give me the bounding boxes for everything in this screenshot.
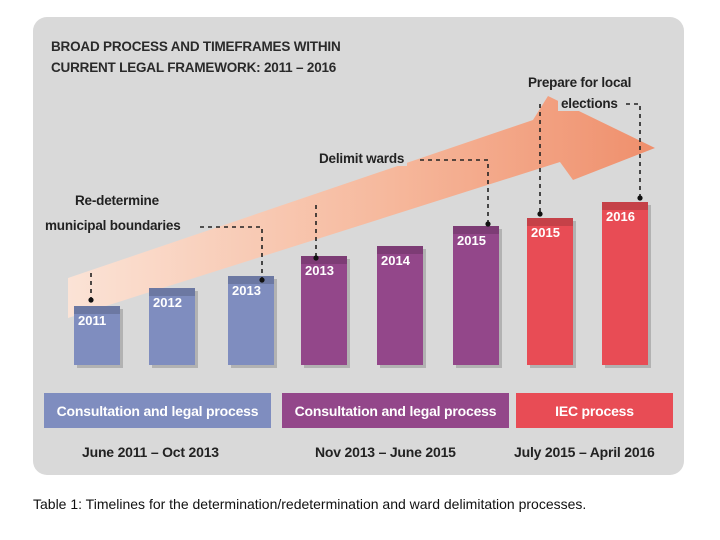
delimit-label: Delimit wards [316, 151, 408, 166]
year-label-5: 2014 [381, 253, 410, 268]
year-bar-7 [527, 218, 576, 368]
year-bar-top [453, 226, 499, 234]
dot-2015 [485, 221, 491, 227]
year-bar-body [149, 288, 195, 365]
year-label-4: 2013 [305, 263, 334, 278]
year-bar-top [74, 306, 120, 314]
phase-band-3-label: IEC process [555, 402, 634, 419]
year-label-8: 2016 [606, 209, 635, 224]
period-2: Nov 2013 – June 2015 [315, 444, 456, 460]
dot-2015b [537, 211, 543, 217]
diagram-title: BROAD PROCESS AND TIMEFRAMES WITHIN CURR… [51, 36, 411, 78]
year-label-6: 2015 [457, 233, 486, 248]
year-bar-2 [149, 288, 198, 368]
year-bar-body [301, 256, 347, 365]
phase-band-3: IEC process [516, 393, 673, 428]
year-bar-body [453, 226, 499, 365]
year-bar-top [301, 256, 347, 264]
phase-band-1: Consultation and legal process [44, 393, 271, 428]
phase-band-2-label: Consultation and legal process [294, 402, 497, 419]
year-bar-top [527, 218, 573, 226]
year-label-3: 2013 [232, 283, 261, 298]
year-bar-1 [74, 306, 123, 368]
year-bar-body [527, 218, 573, 365]
phase-band-2: Consultation and legal process [282, 393, 509, 428]
year-bar-8 [602, 202, 651, 368]
dot-2013 [259, 277, 265, 283]
prepare-label-line1: Prepare for local [525, 75, 635, 90]
year-bar-6 [453, 226, 502, 368]
title-line-1: BROAD PROCESS AND TIMEFRAMES WITHIN [51, 39, 341, 54]
dot-2016 [637, 195, 643, 201]
connector-dots [88, 195, 643, 303]
year-bar-5 [377, 246, 426, 368]
year-label-7: 2015 [531, 225, 560, 240]
year-label-2: 2012 [153, 295, 182, 310]
redetermine-label-line1: Re-determine [72, 193, 162, 208]
connector-delimit-b [420, 159, 489, 224]
title-line-2: CURRENT LEGAL FRAMEWORK: 2011 – 2016 [51, 60, 337, 75]
dot-2013b [313, 255, 319, 261]
period-1: June 2011 – Oct 2013 [82, 444, 219, 460]
table-caption: Table 1: Timelines for the determination… [33, 496, 587, 512]
period-3: July 2015 – April 2016 [514, 444, 655, 460]
progress-arrow [68, 96, 655, 318]
year-bar-top [228, 276, 274, 284]
year-bar-body [228, 276, 274, 365]
connector-lines [90, 103, 641, 300]
connector-redetermine [200, 226, 263, 280]
year-bar-body [377, 246, 423, 365]
year-bar-top [149, 288, 195, 296]
year-bar-top [602, 202, 648, 210]
year-bars [74, 202, 651, 368]
year-bar-4 [301, 256, 350, 368]
prepare-label-line2: elections [558, 96, 621, 111]
year-bar-body [602, 202, 648, 365]
year-bar-3 [228, 276, 277, 368]
year-label-1: 2011 [78, 313, 107, 328]
year-bar-top [377, 246, 423, 254]
redetermine-label-line2: municipal boundaries [42, 218, 184, 233]
dot-2011 [88, 297, 94, 303]
year-bar-body [74, 306, 120, 365]
phase-band-1-label: Consultation and legal process [56, 402, 259, 419]
